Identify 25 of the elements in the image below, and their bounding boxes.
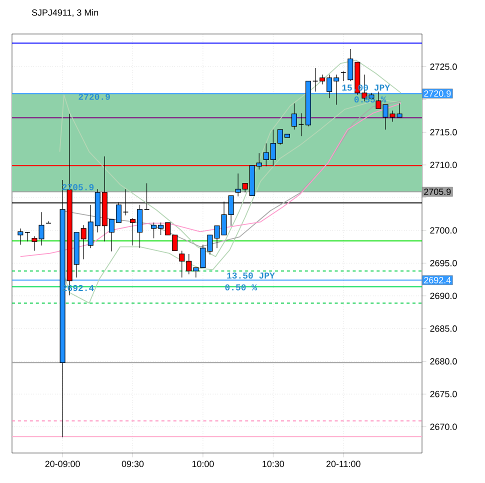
x-tick-label: 20-11:00 [326,460,360,468]
y-tick-label: 2695.0 [430,260,457,266]
y-tick-label: 2715.0 [430,129,457,136]
y-tick-label: 2685.0 [430,325,457,332]
chart-title: SJPJ4911, 3 Min [32,9,98,17]
y-tick-label: 2700.0 [430,227,457,234]
y-tick-label: 2690.0 [430,292,457,300]
y-tick-label: 2675.0 [430,390,457,398]
ref-line-label: 2692.4 [424,276,451,284]
y-tick-label: 2710.0 [430,162,457,168]
x-tick-label: 20-09:00 [45,460,80,468]
y-tick-label: 2670.0 [430,424,457,430]
candlestick [291,103,297,130]
y-tick-label: 2725.0 [430,64,457,70]
annotation: 2720.9 [78,94,110,100]
y-tick-label: 2680.0 [430,358,457,365]
x-tick-label: 10:00 [192,460,214,468]
annotation: 13.50 JPY [227,272,275,279]
ref-line-label: 2720.9 [424,90,451,97]
candlestick [18,228,24,246]
candlestick [24,232,30,242]
line-series [20,102,402,258]
x-tick-label: 10:30 [262,460,284,468]
x-tick-label: 09:30 [122,460,144,468]
ref-line-label: 2705.9 [424,188,451,195]
